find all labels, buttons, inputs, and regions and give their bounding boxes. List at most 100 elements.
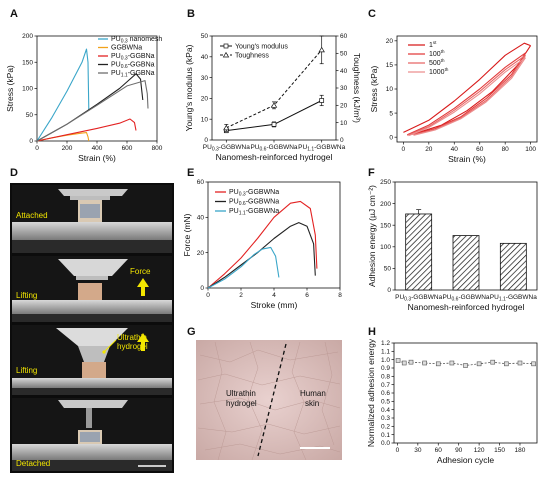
x-tick-label: 20	[425, 146, 433, 153]
legend-entry-modulus: Young's modulus	[235, 44, 288, 51]
y-axis-label: Force (mN)	[182, 213, 192, 256]
x-tick-label: 800	[152, 145, 163, 152]
x-tick-label: 60	[476, 146, 484, 153]
y2-tick-label: 60	[340, 33, 348, 40]
y-tick-label: 1.1	[381, 349, 390, 356]
panel-letter-e: E	[187, 167, 194, 179]
y2-tick-label: 20	[340, 103, 348, 110]
legend-entry: GGBWNa	[111, 45, 142, 52]
series-line-black	[207, 222, 316, 289]
photo-frame-attached: Attached	[12, 185, 172, 253]
marker-triangle	[270, 102, 278, 108]
boundary-line	[257, 343, 287, 457]
hydrogel-line-2: hydrogel	[226, 399, 257, 408]
chart-a-stress-strain: 0 200 400 600 800 0 50 100 150 200 Strain (%) Stres…	[5, 33, 163, 163]
chart-e-force-stroke: 0 2 4 6 8 0 20 40 60 Stroke (mm) Force (mN) PU0.3-G…	[182, 179, 342, 310]
y-tick-label: 20	[197, 250, 205, 257]
y-tick-label: 0	[29, 138, 33, 145]
x-tick-label: PU0.6-GGBWNa	[250, 144, 297, 153]
x-tick-label: 2	[239, 292, 243, 299]
y-tick-label: 0	[387, 287, 391, 294]
x-axis-label: Stroke (mm)	[251, 300, 298, 310]
y-tick-label: 0.1	[381, 432, 390, 439]
marker-square	[401, 360, 407, 366]
x-axis-label: Nanomesh-reinforced hydrogel	[408, 302, 525, 312]
legend-marker-square	[223, 43, 229, 49]
series-line-toughness	[226, 49, 323, 129]
x-tick-label: 180	[515, 447, 526, 454]
legend-entry: PU1.1-GGBNa	[111, 70, 155, 79]
photo-label-lifting-1: Lifting	[16, 291, 37, 300]
y-tick-label: 60	[197, 179, 205, 186]
photo-label-lifting-2: Lifting	[16, 366, 37, 375]
photo-panel-d: Attached Lifting Force Lifting Ultrathin	[10, 183, 174, 473]
x-tick-label: 0	[35, 145, 39, 152]
marker-square	[531, 361, 536, 367]
photo-frame-lifting-2: Lifting Ultrathin hydrogel	[12, 325, 172, 395]
legend-entry-cycle: 100th	[429, 49, 445, 58]
x-tick-label: 600	[122, 145, 133, 152]
x-axis-label: Strain (%)	[448, 154, 486, 164]
hydrogel-line-1: Ultrathin	[226, 389, 256, 398]
y-axis-label: Stress (kPa)	[369, 65, 379, 112]
marker-square	[504, 361, 509, 367]
x-tick-label: PU1.1-GGBWNa	[298, 144, 345, 153]
y-tick-label: 100	[380, 244, 391, 251]
force-label: Force	[130, 267, 151, 276]
ultrathin-label: Ultrathin hydrogel	[117, 333, 149, 351]
panel-letter-b: B	[187, 8, 195, 20]
photo-frame-detached: Detached	[12, 398, 172, 471]
y-axis-label: Young's modulus (kPa)	[184, 44, 194, 131]
ultrathin-pointer	[103, 339, 117, 353]
panel-letter-d: D	[10, 167, 18, 179]
y-tick-label: 30	[201, 75, 209, 82]
x-tick-label: 200	[62, 145, 73, 152]
y-tick-label: 0	[204, 137, 208, 144]
x-tick-label: PU0.3-GGBWNa	[203, 144, 250, 153]
plot-frame	[36, 35, 158, 142]
y2-tick-label: 50	[340, 51, 348, 58]
bar	[405, 213, 433, 291]
legend-entry-cycle: 1000th	[429, 67, 449, 76]
x-tick-label: 30	[414, 447, 422, 454]
chart-h-adhesion-cycle: 0 30 60 90 120 150 180 0.00.10.2 0.30.40.5 0.60.7…	[366, 338, 538, 465]
series-line-red	[36, 118, 137, 142]
series-line-black	[36, 73, 144, 142]
x-axis-label: Nanomesh-reinforced hydrogel	[216, 152, 333, 162]
series-load-3	[408, 57, 526, 137]
legend-entry: PU0.3 nanomesh	[111, 36, 162, 45]
bar	[452, 235, 480, 291]
x-axis-label: Adhesion cycle	[437, 455, 494, 465]
y-tick-label: 5	[389, 110, 393, 117]
y-tick-label: 20	[386, 38, 394, 45]
panel-letter-g: G	[187, 326, 196, 338]
y-tick-label: 0	[389, 134, 393, 141]
force-arrow-icon	[137, 278, 149, 296]
skin-line-1: Human	[300, 389, 326, 398]
legend-entry: PU1.1-GGBWNa	[229, 208, 279, 217]
y-axis-label: Stress (kPa)	[5, 65, 15, 112]
hydrogel-label: Ultrathin hydrogel	[226, 389, 258, 408]
y-tick-label: 0.0	[381, 440, 390, 447]
y-tick-label: 200	[22, 33, 33, 40]
y2-axis-label: Toughness (kJ/m³)	[352, 53, 362, 123]
marker-square	[395, 358, 401, 363]
y-tick-label: 50	[201, 33, 209, 40]
series-line-gray	[36, 80, 149, 142]
y-tick-label: 0	[200, 285, 204, 292]
x-tick-label: 6	[305, 292, 309, 299]
y-tick-label: 0.4	[381, 407, 390, 414]
series-load-1	[406, 52, 526, 136]
marker-square	[435, 361, 441, 367]
y-tick-label: 250	[380, 179, 391, 186]
y2-tick-label: 10	[340, 120, 348, 127]
marker-square	[271, 122, 277, 127]
legend-entry-cycle: 1st	[429, 40, 437, 49]
y-axis-label: Adhesion energy (µJ cm⁻²)	[367, 185, 377, 287]
x-tick-label: 80	[502, 146, 510, 153]
series-line-cyan	[36, 48, 90, 142]
x-tick-label: 4	[272, 292, 276, 299]
x-tick-label: PU0.6-GGBWNa	[442, 294, 489, 303]
x-tick-label: 400	[92, 145, 103, 152]
